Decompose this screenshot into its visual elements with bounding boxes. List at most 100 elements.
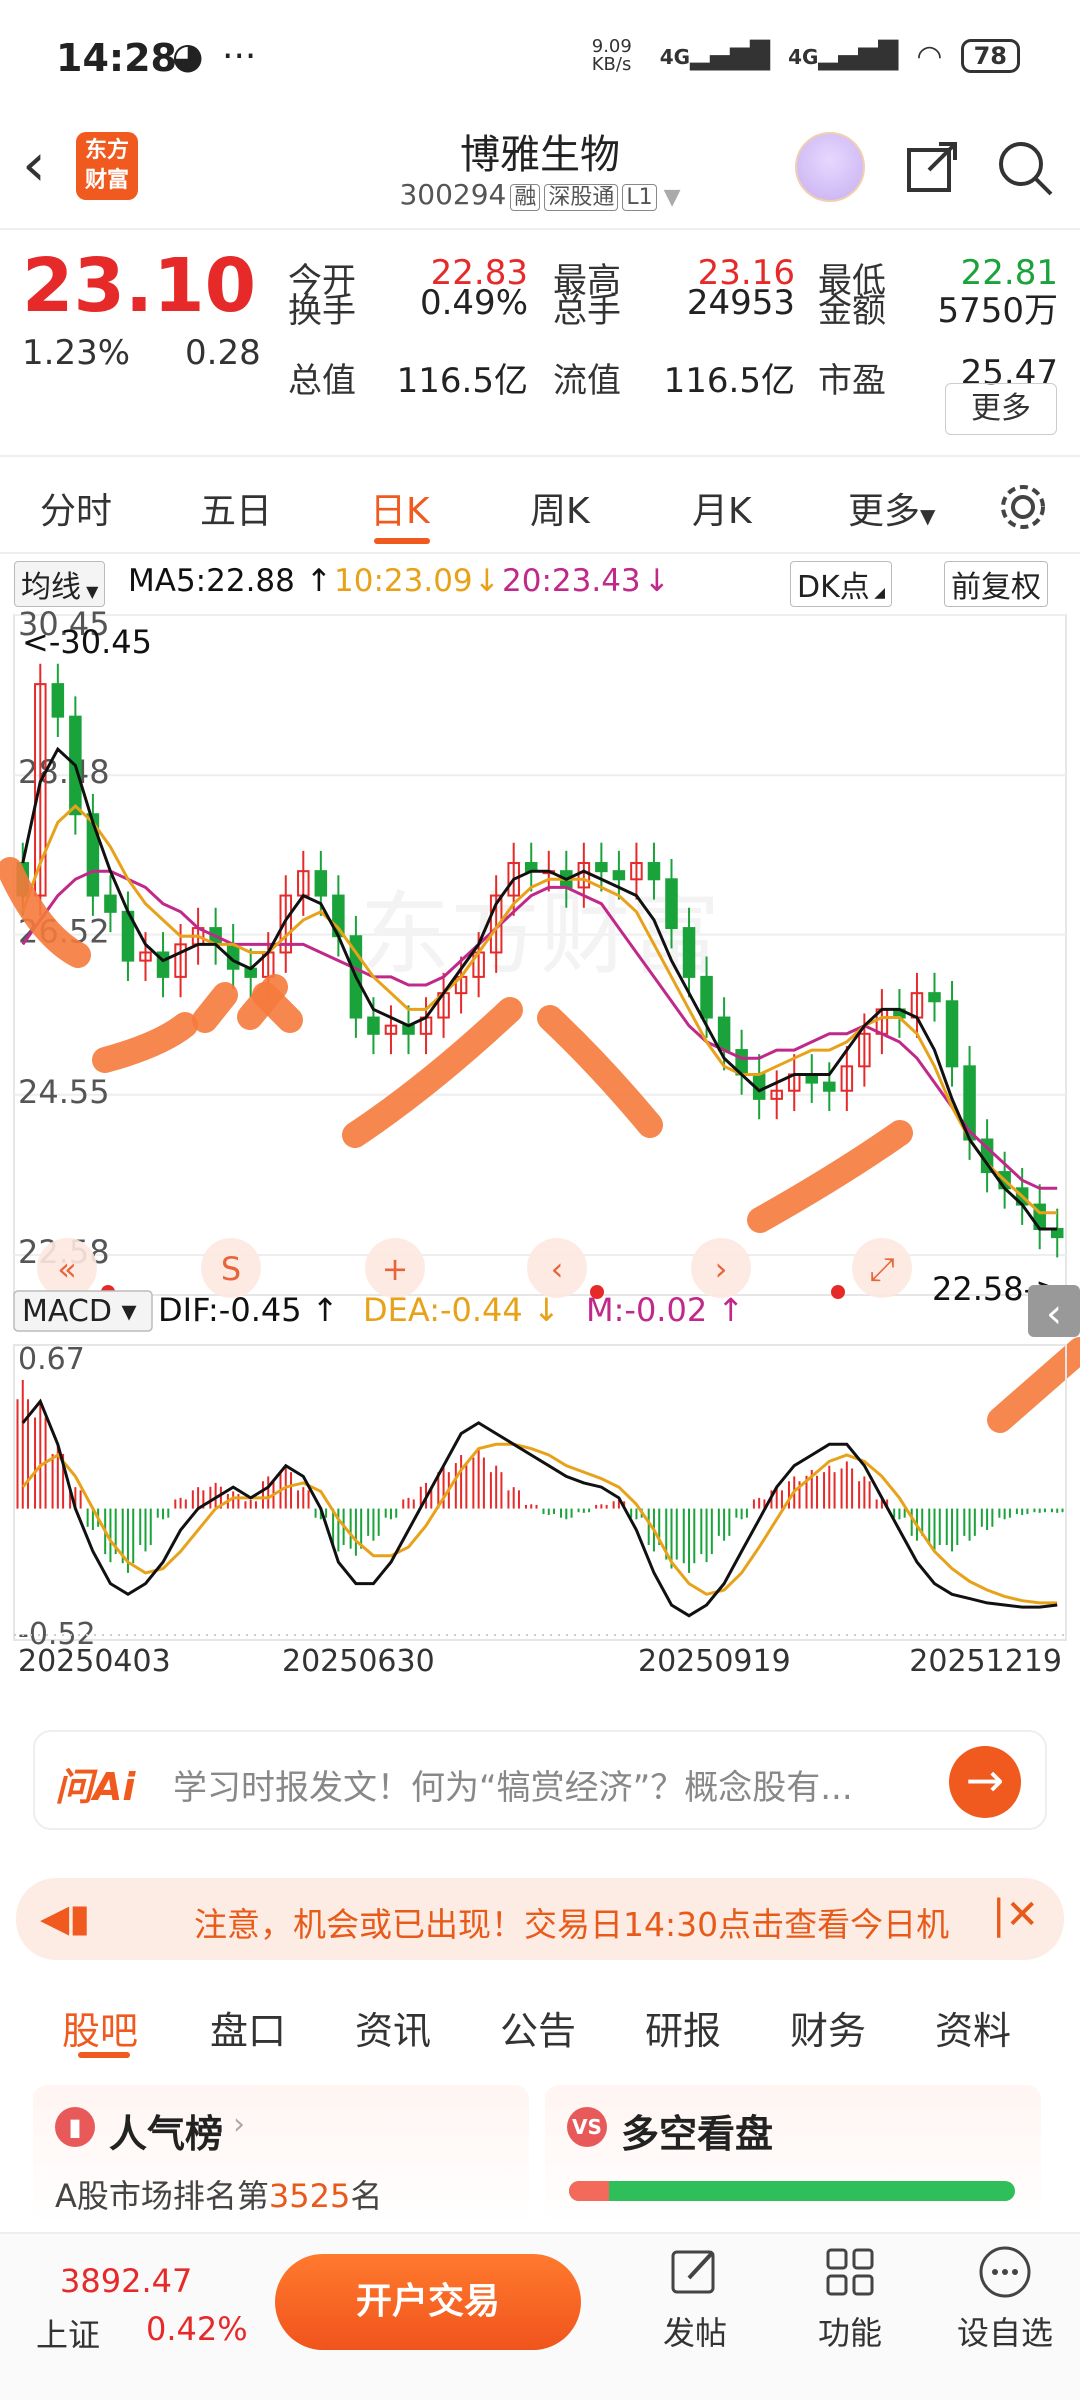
add-watchlist-button[interactable]: 设自选 bbox=[950, 2244, 1060, 2354]
more-dots-icon: ··· bbox=[222, 36, 257, 77]
signal-4g-1: 4G▂▄▆█ bbox=[659, 41, 771, 71]
chart-tool-glyph: + bbox=[382, 1250, 409, 1288]
stock-header: ‹ 东方 财富 博雅生物 300294 融深股通 L1 ▼ bbox=[0, 110, 1080, 230]
tab-guba[interactable]: 股吧 bbox=[62, 2009, 139, 2053]
notice-banner[interactable]: ◀▮ 注意，机会或已出现！交易日14:30点击查看今日机 |✕ bbox=[16, 1878, 1064, 1960]
tab-profile[interactable]: 资料 bbox=[935, 2009, 1012, 2053]
chevron-left-icon: ‹ bbox=[1046, 1291, 1062, 1337]
chart-tool-glyph: S bbox=[221, 1250, 241, 1288]
quote-label: 最低 bbox=[818, 261, 886, 301]
date-label: 20250403 bbox=[18, 1644, 171, 1679]
back-icon[interactable]: ‹ bbox=[22, 130, 46, 200]
candle-down bbox=[51, 683, 65, 718]
wifi-icon: ◠ bbox=[916, 38, 943, 74]
tab-daily-k[interactable]: 日K bbox=[370, 491, 430, 532]
search-icon[interactable] bbox=[995, 138, 1055, 198]
post-button[interactable]: 发帖 bbox=[640, 2244, 750, 2354]
tab-more[interactable]: 更多▼ bbox=[848, 491, 936, 532]
macd-panel-frame bbox=[13, 1344, 1067, 1641]
clock-icon: ◕ bbox=[172, 36, 204, 77]
index-value: 3892.47 bbox=[60, 2262, 193, 2300]
net-speed: 9.09 KB/s bbox=[591, 36, 632, 75]
bull-bear-card[interactable]: VS 多空看盘 bbox=[545, 2085, 1041, 2225]
quote-value: 25.47 bbox=[960, 353, 1058, 393]
popularity-card[interactable]: ▮ 人气榜 › A股市场排名第3525名 bbox=[33, 2085, 529, 2225]
macd-selector-label: MACD ▾ bbox=[22, 1294, 137, 1329]
chart-tool-button bbox=[365, 1238, 425, 1298]
annotation-stroke bbox=[537, 1005, 663, 1138]
candle-up bbox=[770, 1089, 783, 1100]
arrow-right-icon[interactable]: → bbox=[949, 1746, 1021, 1818]
quote-value: 0.49% bbox=[419, 283, 528, 323]
ai-assistant-avatar[interactable] bbox=[795, 132, 865, 202]
functions-button[interactable]: 功能 bbox=[795, 2244, 905, 2354]
candle-up bbox=[507, 862, 520, 897]
popularity-title: 人气榜 bbox=[109, 2112, 224, 2156]
vs-icon: VS bbox=[567, 2107, 607, 2147]
macd-m-label: M:-0.02 ↑ bbox=[586, 1291, 744, 1329]
tab-intraday[interactable]: 分时 bbox=[40, 491, 113, 532]
quote-value: 22.81 bbox=[960, 253, 1058, 293]
ma20-label: 20:23.43 bbox=[502, 563, 641, 599]
close-icon[interactable]: |✕ bbox=[992, 1892, 1039, 1938]
adjust-selector[interactable]: 前复权 bbox=[944, 561, 1048, 607]
candle-up bbox=[840, 1065, 854, 1092]
price-tick-label: 28.48 bbox=[18, 753, 110, 791]
ma-legend: 均线 ▼ MA5:22.88 ↑ 10:23.09 ↓ 20:23.43 ↓ D… bbox=[0, 555, 1080, 607]
share-icon[interactable] bbox=[905, 138, 961, 194]
quote-label: 今开 bbox=[288, 261, 356, 301]
signal-4g-2: 4G▂▄▆█ bbox=[788, 41, 899, 71]
bull-bear-title: 多空看盘 bbox=[621, 2112, 774, 2156]
dk-point-selector[interactable]: DK点 ◢ bbox=[790, 561, 892, 607]
kline-chart[interactable]: 30.4528.4826.5224.5522.58东方财富<-30.4522.5… bbox=[0, 605, 1080, 1690]
candle-down bbox=[595, 862, 608, 873]
ma20-line bbox=[21, 869, 1058, 1190]
candle-down bbox=[823, 1081, 836, 1092]
date-label: 20250919 bbox=[638, 1644, 791, 1679]
stock-code-line: 300294 融深股通 L1 ▼ bbox=[399, 178, 681, 211]
divider bbox=[0, 455, 1080, 457]
tag-margin: 融 bbox=[510, 184, 541, 211]
candle-down bbox=[86, 813, 100, 897]
trade-signal-dot bbox=[590, 1285, 604, 1299]
annotation-stroke bbox=[92, 1012, 198, 1073]
section-tabs: 股吧 盘口 资讯 公告 研报 财务 资料 bbox=[0, 1980, 1080, 2060]
date-label: 20250630 bbox=[282, 1644, 435, 1679]
candle-down bbox=[314, 870, 328, 897]
chart-tool-glyph: ⤢ bbox=[869, 1250, 895, 1288]
tab-weekly-k[interactable]: 周K bbox=[530, 491, 590, 532]
gear-icon[interactable] bbox=[996, 480, 1050, 534]
chart-tool-button bbox=[527, 1238, 587, 1298]
stock-code: 300294 bbox=[399, 178, 507, 211]
quote-label: 最高 bbox=[553, 261, 621, 301]
current-price: 23.10 bbox=[22, 243, 257, 329]
ma-selector[interactable]: 均线 ▼ bbox=[14, 561, 106, 607]
ma5-arrow: ↑ bbox=[306, 563, 332, 599]
tab-news[interactable]: 资讯 bbox=[355, 2009, 432, 2053]
tab-research[interactable]: 研报 bbox=[645, 2009, 722, 2053]
status-right: 9.09 KB/s 4G▂▄▆█ 4G▂▄▆█ ◠ 78 bbox=[592, 38, 1020, 74]
tab-announcements[interactable]: 公告 bbox=[500, 2009, 577, 2053]
candle-down bbox=[156, 951, 170, 978]
ma5-label: MA5:22.88 bbox=[128, 563, 295, 599]
more-button[interactable]: 更多 bbox=[945, 383, 1057, 435]
macd-selector bbox=[13, 1290, 153, 1332]
tab-pankou[interactable]: 盘口 bbox=[210, 2009, 287, 2053]
quote-label: 总值 bbox=[288, 361, 356, 401]
change-pct: 1.23% bbox=[22, 333, 131, 373]
candle-down bbox=[665, 878, 678, 930]
tab-five-day[interactable]: 五日 bbox=[200, 491, 273, 532]
candle-down bbox=[682, 927, 696, 978]
tab-finance[interactable]: 财务 bbox=[790, 2009, 867, 2053]
open-account-trade-button[interactable]: 开户交易 bbox=[275, 2254, 581, 2350]
edit-icon bbox=[671, 2250, 715, 2294]
megaphone-icon: ◀▮ bbox=[40, 1896, 91, 1940]
max-price-marker: <-30.45 bbox=[22, 623, 152, 661]
candle-down bbox=[367, 1016, 380, 1035]
stock-name: 博雅生物 bbox=[460, 132, 620, 178]
quote-value: 116.5亿 bbox=[663, 361, 795, 401]
ma10-arrow: ↓ bbox=[474, 563, 500, 599]
ai-ask-bar[interactable]: 问Ai 学习时报发文！何为“犒赏经济”？概念股有... → bbox=[33, 1730, 1047, 1830]
tab-monthly-k[interactable]: 月K bbox=[692, 491, 752, 532]
quote-label: 总手 bbox=[553, 291, 621, 331]
